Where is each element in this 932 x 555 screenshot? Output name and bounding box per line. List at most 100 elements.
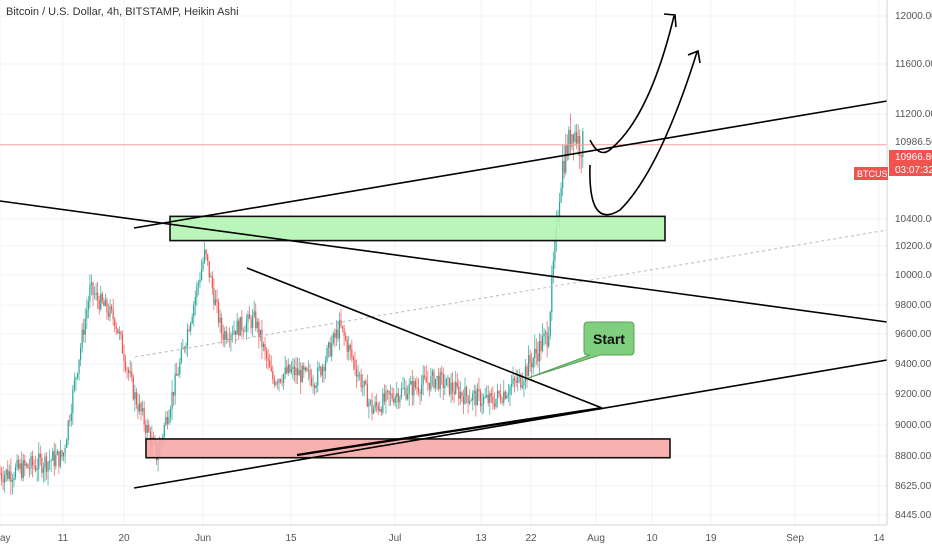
candle-body [379, 409, 381, 411]
candle-body [132, 376, 134, 400]
candle-body [377, 405, 379, 411]
candle-body [523, 381, 525, 386]
candle-body [171, 391, 173, 410]
candle-body [247, 314, 249, 323]
candle-body [69, 420, 71, 422]
candle-body [101, 293, 103, 302]
candle-body [163, 425, 165, 437]
candle-body [324, 360, 327, 371]
candle-body [359, 374, 361, 376]
price-marker-timer: 03:07:32 [895, 165, 932, 176]
candle-body [275, 382, 277, 385]
candle-body [135, 391, 137, 405]
candle-body [455, 382, 457, 394]
candle-body [238, 320, 240, 336]
candle-body [87, 301, 89, 311]
candle-body [211, 276, 213, 289]
price-tick-label: 8800.00 [895, 451, 932, 462]
candle-body [16, 459, 18, 468]
candle-body [427, 382, 429, 384]
candle-body [219, 317, 221, 323]
candle-body [297, 368, 299, 376]
candle-body [236, 320, 238, 335]
candle-body [456, 382, 458, 387]
candle-body [512, 378, 514, 385]
candle-body [114, 318, 116, 327]
candle-body [503, 391, 505, 403]
candle-body [100, 293, 102, 310]
candle-body [543, 333, 545, 337]
candle-body [571, 134, 573, 147]
candle-body [323, 366, 325, 371]
candle-body [38, 453, 40, 470]
candle-body [495, 398, 497, 407]
candle-body [256, 321, 258, 328]
candle-body [354, 359, 356, 369]
candle-body [450, 382, 452, 395]
price-tick-label: 10000.00 [895, 270, 932, 281]
candle-body [527, 355, 530, 377]
start-label: Start [593, 331, 625, 347]
candle-body [301, 365, 303, 383]
candle-body [286, 367, 288, 374]
candle-body [473, 391, 475, 394]
candle-body [458, 386, 460, 399]
time-axis[interactable]: ay 11 20 Jun 15 Jul 13 22 Aug 10 19 Sep 14 [0, 524, 887, 544]
candle-body [349, 345, 351, 350]
candle-body [397, 393, 399, 403]
candle-body [551, 274, 553, 313]
candle-body [514, 378, 516, 381]
candle-body [83, 329, 85, 335]
candle-body [121, 334, 124, 354]
projection-arrow-1 [589, 15, 675, 154]
candle-body [383, 393, 385, 402]
candle-body [461, 392, 463, 397]
zones [145, 215, 671, 459]
candle-body [563, 160, 565, 173]
candle-body [95, 292, 97, 295]
candle-body [173, 391, 175, 396]
candle-body [62, 452, 65, 457]
price-axis[interactable]: 12000.00 11600.00 11200.00 10400.00 10200.00… [854, 0, 932, 525]
candle-body [287, 364, 289, 374]
candle-body [507, 394, 509, 396]
candle-body [338, 320, 341, 339]
candle-body [390, 393, 392, 395]
candle-body [197, 282, 199, 286]
candle-body [292, 366, 294, 370]
candle-body [484, 396, 486, 398]
candle-body [317, 367, 319, 386]
candle-body [259, 329, 261, 338]
candle-body [290, 369, 292, 373]
candle-body [22, 460, 24, 478]
date-tick-label: Aug [587, 533, 605, 544]
candle-body [204, 249, 206, 262]
candle-body [552, 260, 554, 275]
candle-body [496, 390, 499, 399]
candle-body [549, 312, 551, 336]
candle-body [45, 456, 48, 472]
candle-body [52, 451, 54, 461]
candle-body [371, 400, 373, 414]
candle-body [577, 135, 579, 144]
candle-body [537, 353, 539, 362]
candle-body [417, 387, 420, 393]
candle-body [207, 254, 209, 262]
candle-body [31, 456, 34, 466]
candle-body [25, 464, 27, 466]
candle-body [425, 377, 427, 383]
candle-body [441, 372, 443, 375]
candle-body [86, 310, 88, 319]
candle-body [53, 451, 55, 467]
candle-body [78, 359, 80, 374]
candle-body [193, 304, 195, 318]
candle-body [80, 347, 82, 360]
candle-body [191, 317, 193, 324]
candle-body [228, 339, 230, 341]
candle-body [424, 375, 426, 378]
candle-body [216, 299, 218, 302]
upper-trend-line [133, 100, 888, 229]
candle-body [554, 238, 556, 261]
